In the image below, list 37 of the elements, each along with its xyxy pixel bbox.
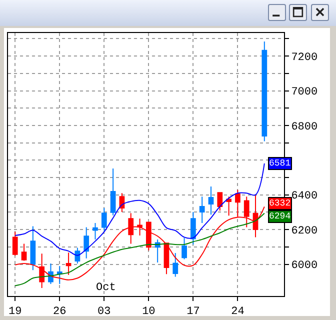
candlestick (12, 231, 18, 256)
x-tick-label: 19 (8, 306, 22, 318)
data-label: 6294 (269, 212, 291, 222)
candlestick (199, 196, 205, 224)
x-tick-label: 03 (98, 306, 111, 318)
annotation: Oct (96, 282, 116, 294)
y-tick-label: 6000 (291, 260, 318, 272)
candlestick (226, 196, 232, 216)
x-tick-label: 24 (231, 306, 245, 318)
candlestick (101, 208, 107, 232)
y-tick-label: 6200 (291, 225, 318, 238)
y-tick-label: 6800 (291, 121, 318, 134)
candlestick (84, 226, 90, 259)
line-series (14, 162, 265, 256)
candlestick (217, 192, 223, 212)
y-tick-label: 7000 (291, 86, 318, 99)
x-tick-label: 10 (142, 306, 156, 318)
candlestick (137, 218, 142, 236)
data-label: 6332 (269, 198, 291, 208)
candlestick (182, 237, 187, 260)
y-tick-label: 6400 (291, 190, 318, 203)
x-tick-label: 26 (53, 306, 66, 318)
candlestick (30, 226, 36, 271)
candlestick (21, 243, 27, 262)
candlestick (262, 41, 268, 142)
x-tick-label: 17 (186, 306, 200, 318)
candlestick (190, 212, 196, 245)
candlestick (66, 252, 72, 276)
y-tick-label: 7200 (291, 52, 318, 64)
candlestick (146, 222, 152, 251)
candlestick (208, 186, 214, 216)
candlestick (128, 212, 134, 244)
candlestick (56, 265, 62, 285)
data-label: 6581 (269, 158, 291, 168)
candlestick (110, 168, 116, 216)
candlestick (92, 222, 98, 240)
candlestick (172, 252, 178, 278)
